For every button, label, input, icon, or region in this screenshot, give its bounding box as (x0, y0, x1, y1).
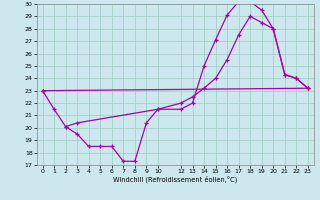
X-axis label: Windchill (Refroidissement éolien,°C): Windchill (Refroidissement éolien,°C) (113, 176, 237, 183)
